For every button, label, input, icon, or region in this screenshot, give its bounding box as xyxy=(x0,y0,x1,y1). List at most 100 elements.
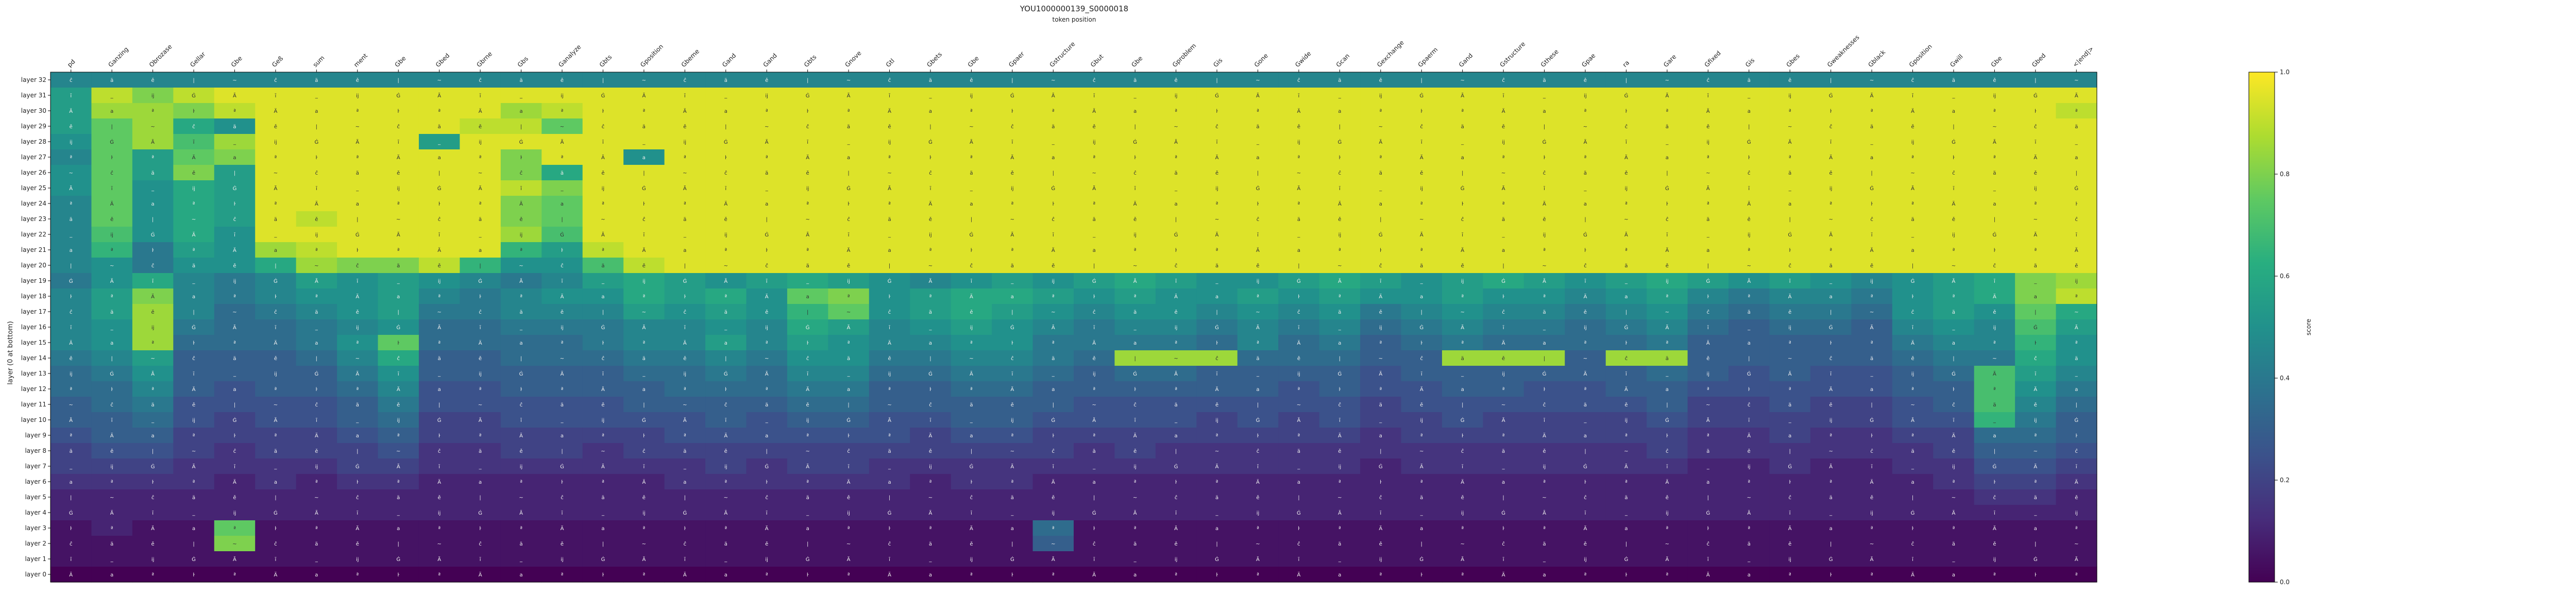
cell-token-label: ĉ xyxy=(684,77,687,83)
cell-token-label: | xyxy=(1093,263,1095,269)
cell-token-label: ĳ xyxy=(561,557,564,563)
cell-token-label: Ä xyxy=(561,525,564,532)
cell-token-label: ĉ xyxy=(2075,448,2078,454)
cell-token-label: ª xyxy=(397,480,400,485)
cell-token-label: _ xyxy=(1624,279,1628,284)
cell-token-label: ĉ xyxy=(1911,309,1914,315)
cell-token-label: ~ xyxy=(519,263,523,269)
heatmap-cell xyxy=(132,72,174,88)
cell-token-label: Ġ xyxy=(724,139,728,145)
heatmap-cell xyxy=(869,88,910,104)
cell-token-label: Ä xyxy=(1706,108,1710,114)
cell-token-label: Ã xyxy=(437,324,441,331)
cell-token-label: Ġ xyxy=(2033,556,2038,563)
cell-token-label: ŀ xyxy=(1871,201,1873,207)
cell-token-label: ě xyxy=(1052,495,1055,501)
x-tick-label: <|end|> xyxy=(2072,45,2095,69)
cell-token-label: ~ xyxy=(110,495,114,501)
x-tick-label: Gbeme xyxy=(680,48,701,69)
cell-token-label: _ xyxy=(724,557,727,563)
cell-token-label: Ã xyxy=(1624,463,1628,470)
colorbar xyxy=(2248,72,2275,583)
cell-token-label: _ xyxy=(1092,232,1096,238)
cell-token-label: ~ xyxy=(805,449,809,454)
cell-token-label: ě xyxy=(151,541,155,547)
cell-token-label: ī xyxy=(438,464,440,470)
heatmap-cell xyxy=(2056,72,2097,88)
x-tick-label: Gbe xyxy=(1990,55,2004,69)
cell-token-label: ä xyxy=(1748,78,1751,83)
cell-token-label: ī xyxy=(929,186,931,192)
heatmap-cell xyxy=(582,88,624,104)
cell-token-label: ª xyxy=(643,526,646,532)
cell-token-label: Ã xyxy=(1543,278,1546,284)
cell-token-label: ª xyxy=(766,387,768,393)
cell-token-label: ī xyxy=(1461,464,1463,470)
cell-token-label: ě xyxy=(519,216,522,223)
cell-token-label: ª xyxy=(1093,201,1095,207)
heatmap-cell xyxy=(1687,72,1729,88)
cell-token-label: ĳ xyxy=(1461,279,1464,284)
cell-token-label: ī xyxy=(1420,371,1422,377)
cell-token-label: | xyxy=(725,124,726,130)
cell-token-label: ª xyxy=(888,433,891,439)
cell-token-label: ŀ xyxy=(1953,155,1955,161)
cell-token-label: Ġ xyxy=(1829,556,1833,563)
heatmap-cell xyxy=(1769,149,1811,165)
cell-token-label: ĉ xyxy=(1379,495,1382,501)
cell-token-label: | xyxy=(602,310,604,315)
cell-token-label: ª xyxy=(1993,572,1996,578)
cell-token-label: ª xyxy=(397,433,400,439)
heatmap-cell xyxy=(1605,134,1647,150)
cell-token-label: a xyxy=(438,155,441,161)
cell-token-label: ª xyxy=(724,480,727,485)
cell-token-label: | xyxy=(111,356,112,362)
cell-token-label: | xyxy=(1994,449,1995,454)
cell-token-label: ĳ xyxy=(356,93,359,99)
cell-token-label: ĉ xyxy=(847,216,850,223)
cell-token-label: ĉ xyxy=(1993,495,1996,501)
cell-token-label: ŀ xyxy=(1912,526,1914,532)
heatmap-cell xyxy=(1565,134,1606,150)
cell-token-label: ä xyxy=(1952,78,1955,83)
cell-token-label: ä xyxy=(151,171,155,176)
cell-token-label: Ä xyxy=(683,339,687,346)
cell-token-label: Ã xyxy=(1952,509,1956,516)
cell-token-label: ä xyxy=(438,356,441,362)
cell-token-label: ī xyxy=(1666,232,1668,238)
cell-token-label: ī xyxy=(233,464,235,470)
heatmap-cell xyxy=(1892,88,1934,104)
heatmap-cell xyxy=(951,88,992,104)
cell-token-label: Ġ xyxy=(192,324,196,331)
cell-token-label: ª xyxy=(929,480,932,485)
cell-token-label: a xyxy=(1420,526,1423,532)
cell-token-label: ĉ xyxy=(1829,124,1833,130)
cell-token-label: ~ xyxy=(1870,541,1874,547)
cell-token-label: a xyxy=(397,294,400,300)
cell-token-label: ª xyxy=(1666,572,1669,578)
cell-token-label: ě xyxy=(1748,216,1751,223)
cell-token-label: ī xyxy=(642,232,645,238)
heatmap-cell xyxy=(214,134,256,150)
cell-token-label: ŀ xyxy=(520,387,522,393)
cell-token-label: Ã xyxy=(847,92,851,99)
heatmap-cell xyxy=(2056,149,2097,165)
x-tick-label: Gfixed xyxy=(1703,49,1722,69)
y-axis-label: layer (0 at bottom) xyxy=(7,321,14,385)
heatmap-cell xyxy=(91,118,133,134)
cell-token-label: ĉ xyxy=(888,541,891,547)
cell-token-label: ŀ xyxy=(1053,201,1055,207)
cell-token-label: Ġ xyxy=(1419,92,1423,99)
cell-token-label: ī xyxy=(806,140,808,145)
cell-token-label: _ xyxy=(1870,371,1874,377)
cell-token-label: a xyxy=(1543,109,1546,114)
heatmap-cell xyxy=(50,88,92,104)
cell-token-label: Ã xyxy=(233,556,236,563)
cell-token-label: ĉ xyxy=(1911,541,1914,547)
cell-token-label: _ xyxy=(1747,557,1751,563)
cell-token-label: ~ xyxy=(396,449,400,454)
cell-token-label: ª xyxy=(397,201,400,207)
cell-token-label: ª xyxy=(2075,294,2078,300)
cell-token-label: Ã xyxy=(1052,556,1055,563)
heatmap-cell xyxy=(664,103,706,119)
